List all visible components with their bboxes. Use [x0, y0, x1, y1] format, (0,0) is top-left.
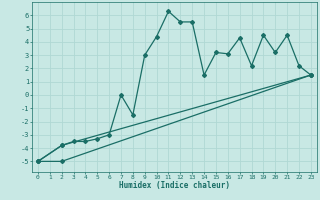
X-axis label: Humidex (Indice chaleur): Humidex (Indice chaleur) [119, 181, 230, 190]
